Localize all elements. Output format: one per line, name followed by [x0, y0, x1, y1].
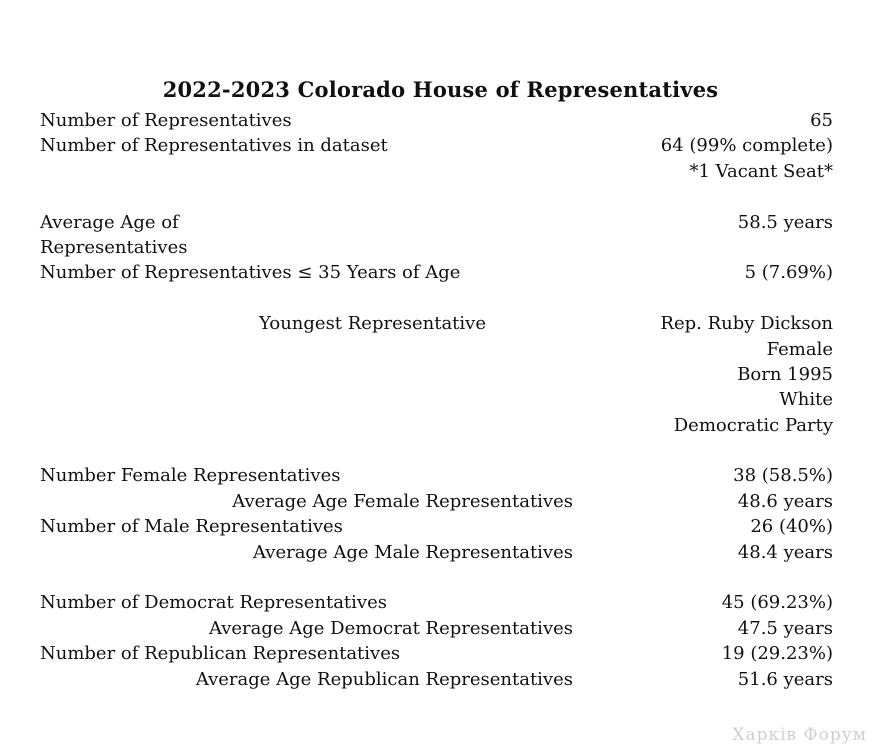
stat-label: Number of Democrat Representatives [40, 592, 387, 614]
stat-value: 58.5 years [737, 211, 833, 233]
stat-value: Rep. Ruby Dickson [660, 313, 833, 335]
stat-value: 38 (58.5%) [733, 465, 833, 487]
stat-label: Average Age Female Representatives [232, 490, 573, 512]
table-row: Number of Representatives 65 [40, 108, 833, 133]
stat-label: Number of Male Representatives [40, 516, 343, 538]
stat-value: Democratic Party [673, 414, 833, 436]
table-row: Number of Representatives ≤ 35 Years of … [40, 260, 833, 285]
stat-label: Number of Representatives ≤ 35 Years of … [40, 262, 461, 284]
table-row: Average Age Republican Representatives 5… [40, 667, 833, 692]
table-row: Democratic Party [40, 413, 833, 438]
section-representative-counts: Number of Representatives 65 Number of R… [40, 108, 833, 184]
stat-label: Number of Representatives [40, 110, 292, 131]
stat-value: 51.6 years [737, 668, 833, 690]
stat-label: Average Age of Representatives [40, 211, 188, 258]
stat-value: 19 (29.23%) [721, 643, 833, 665]
section-youngest-representative: Youngest Representative Rep. Ruby Dickso… [40, 311, 833, 438]
table-row: Number of Representatives in dataset 64 … [40, 133, 833, 158]
section-party: Number of Democrat Representatives 45 (6… [40, 590, 833, 692]
table-row: Average Age Male Representatives 48.4 ye… [40, 540, 833, 565]
stat-value: White [779, 389, 833, 411]
stat-value: 64 (99% complete) [660, 135, 833, 157]
section-gender: Number Female Representatives 38 (58.5%)… [40, 463, 833, 565]
page-title: 2022-2023 Colorado House of Representati… [162, 77, 719, 103]
stat-label: Number of Representatives in dataset [40, 135, 388, 157]
table-row: Born 1995 [40, 362, 833, 387]
stat-value: 48.4 years [737, 541, 833, 563]
table-row: Average Age of Representatives 58.5 year… [40, 210, 833, 261]
stat-value: Female [766, 338, 833, 360]
stat-value: 65 [810, 110, 833, 131]
stat-value: 26 (40%) [750, 516, 833, 538]
table-row: Female [40, 337, 833, 362]
watermark: Харків Форум [732, 725, 867, 745]
stat-label: Average Age Male Representatives [253, 541, 573, 563]
section-age: Average Age of Representatives 58.5 year… [40, 210, 833, 286]
stat-label: Youngest Representative [259, 313, 486, 335]
stat-label: Number of Republican Representatives [40, 643, 401, 665]
stat-value: 48.6 years [737, 490, 833, 512]
table-row: Number Female Representatives 38 (58.5%) [40, 463, 833, 488]
table-row: Youngest Representative Rep. Ruby Dickso… [40, 311, 833, 336]
table-row: Average Age Democrat Representatives 47.… [40, 616, 833, 641]
stat-value: 5 (7.69%) [744, 262, 833, 284]
stat-label: Average Age Republican Representatives [195, 668, 573, 690]
stat-value: Born 1995 [737, 363, 833, 385]
stat-value: 47.5 years [737, 617, 833, 639]
table-row: Number of Republican Representatives 19 … [40, 641, 833, 666]
table-row: Number of Male Representatives 26 (40%) [40, 514, 833, 539]
stat-value: *1 Vacant Seat* [689, 160, 833, 182]
table-row: Number of Democrat Representatives 45 (6… [40, 590, 833, 615]
table-row: Average Age Female Representatives 48.6 … [40, 489, 833, 514]
table-row: White [40, 387, 833, 412]
stats-table: Number of Representatives 65 Number of R… [40, 108, 833, 717]
stat-label: Number Female Representatives [40, 465, 341, 487]
stat-value: 45 (69.23%) [721, 592, 833, 614]
table-row: *1 Vacant Seat* [40, 159, 833, 184]
stat-label: Average Age Democrat Representatives [208, 617, 573, 639]
